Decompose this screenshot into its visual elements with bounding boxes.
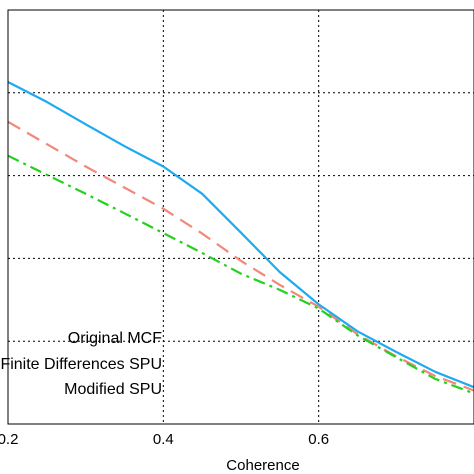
legend-entry-2: Finite Differences SPU (0, 356, 162, 373)
series-line-3 (7, 154, 474, 395)
x-tick-label: 0.2 (0, 431, 18, 448)
series-line-1 (7, 81, 474, 389)
x-tick-label: 0.4 (153, 431, 174, 448)
series-lines (7, 81, 474, 395)
series-line-2 (7, 120, 474, 392)
x-axis-title: Coherence (226, 457, 299, 474)
legend-entry-1: Original MCF (68, 330, 162, 347)
legend: Original MCF Finite Differences SPU Modifi… (0, 330, 162, 398)
grid-lines (8, 10, 474, 424)
legend-entry-3: Modified SPU (64, 381, 162, 398)
x-tick-labels: 0.2 0.4 0.6 (0, 431, 329, 448)
x-tick-label: 0.6 (308, 431, 329, 448)
plot-frame (7, 9, 474, 425)
